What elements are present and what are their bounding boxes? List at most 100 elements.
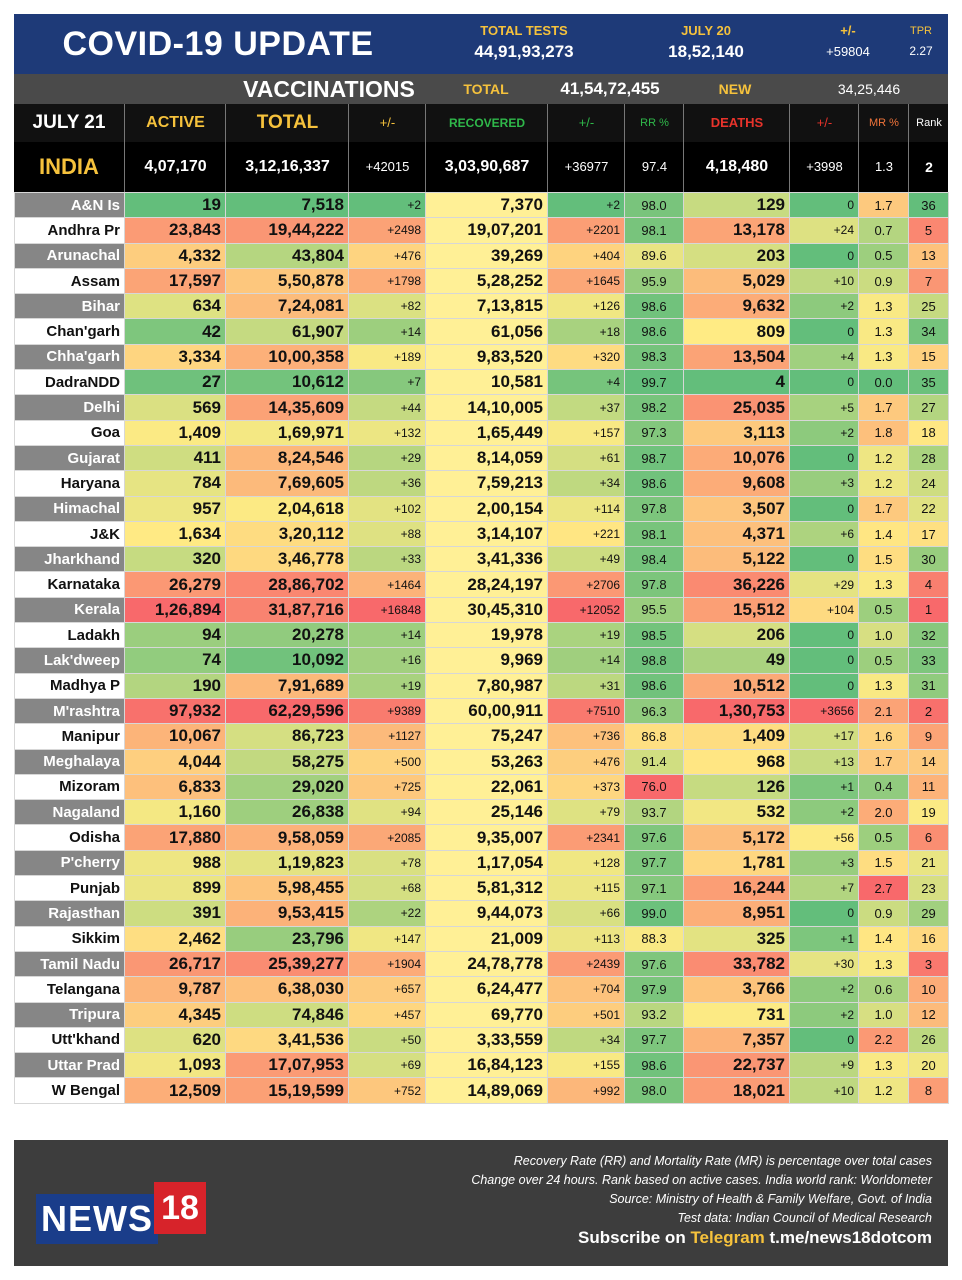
cell-rec: 75,247 [425,723,548,750]
cell-state: Tripura [14,1001,125,1028]
cell-state: Delhi [14,394,125,421]
table-row: Odisha 17,880 9,58,059 +2085 9,35,007 +2341 97… [14,824,949,851]
cell-rank: 5 [908,217,949,244]
cell-dd: +2 [789,799,859,826]
cell-rank: 25 [908,293,949,320]
footer-note: Change over 24 hours. Rank based on acti… [471,1173,932,1187]
cell-rank: 6 [908,824,949,851]
cell-mr: 1.3 [858,571,909,598]
cell-rd: +18 [547,318,625,345]
footer-note: Recovery Rate (RR) and Mortality Rate (M… [513,1154,932,1168]
cell-total: 58,275 [225,748,349,775]
cell-td: +78 [348,849,426,877]
india-rr: 97.4 [624,142,684,192]
cell-rec: 1,65,449 [425,419,548,446]
cell-rr: 98.1 [624,217,684,244]
cell-deaths: 7,357 [683,1026,790,1054]
cell-total: 62,29,596 [225,697,349,725]
cell-deaths: 325 [683,925,790,952]
cell-rr: 91.4 [624,748,684,775]
cell-deaths: 731 [683,1001,790,1028]
cell-total: 9,58,059 [225,824,349,851]
cell-active: 1,634 [124,520,226,548]
cell-rec: 9,35,007 [425,824,548,851]
cell-deaths: 25,035 [683,394,790,421]
cell-state: Utt'khand [14,1026,125,1054]
cell-total: 7,69,605 [225,470,349,497]
cell-rd: +373 [547,773,625,801]
cell-dd: +7 [789,875,859,902]
table-row: Haryana 784 7,69,605 +36 7,59,213 +34 98.6 9,60… [14,470,949,497]
cell-mr: 0.6 [858,976,909,1003]
cell-total: 15,19,599 [225,1077,349,1104]
cell-td: +33 [348,546,426,573]
cell-mr: 1.3 [858,318,909,345]
cell-rank: 24 [908,470,949,497]
cell-rd: +37 [547,394,625,421]
cell-dd: 0 [789,242,859,269]
cell-active: 411 [124,444,226,472]
cell-rec: 39,269 [425,242,548,269]
cell-rd: +2439 [547,950,625,978]
cell-active: 12,509 [124,1077,226,1104]
cell-state: Tamil Nadu [14,950,125,978]
cell-dd: +13 [789,748,859,775]
cell-rr: 98.6 [624,293,684,320]
cell-state: Madhya P [14,672,125,699]
cell-state: Mizoram [14,773,125,801]
cell-dd: +3656 [789,697,859,725]
cell-deaths: 203 [683,242,790,269]
cell-rank: 7 [908,267,949,295]
cell-mr: 1.6 [858,723,909,750]
cell-total: 8,24,546 [225,444,349,472]
cell-dd: +2 [789,1001,859,1028]
cell-rr: 97.9 [624,976,684,1003]
cell-rd: +34 [547,1026,625,1054]
vacc-total-value: 41,54,72,455 [560,79,660,98]
cell-rec: 60,00,911 [425,697,548,725]
cell-rec: 30,45,310 [425,596,548,624]
cell-active: 17,597 [124,267,226,295]
cell-mr: 0.7 [858,217,909,244]
cell-state: Goa [14,419,125,446]
cell-state: Karnataka [14,571,125,598]
cell-rd: +66 [547,900,625,927]
cell-deaths: 13,178 [683,217,790,244]
table-row: Tripura 4,345 74,846 +457 69,770 +501 93.2 731 +… [14,1001,949,1028]
table-row: Arunachal 4,332 43,804 +476 39,269 +404 89.6 20… [14,242,949,269]
cell-total: 23,796 [225,925,349,952]
table-row: Meghalaya 4,044 58,275 +500 53,263 +476 91.4 96… [14,748,949,775]
cell-dd: +2 [789,419,859,446]
telegram-link[interactable]: t.me/news18dotcom [769,1228,933,1247]
cell-rank: 19 [908,799,949,826]
cell-td: +19 [348,672,426,699]
cell-rd: +7510 [547,697,625,725]
cell-active: 9,787 [124,976,226,1003]
cell-active: 634 [124,293,226,320]
cell-active: 10,067 [124,723,226,750]
cell-active: 4,332 [124,242,226,269]
cell-dd: 0 [789,622,859,649]
cell-active: 6,833 [124,773,226,801]
cell-mr: 1.5 [858,849,909,877]
cell-mr: 1.7 [858,748,909,775]
cell-dd: +10 [789,267,859,295]
cell-deaths: 15,512 [683,596,790,624]
cell-rank: 16 [908,925,949,952]
cell-active: 3,334 [124,343,226,371]
cell-deaths: 4,371 [683,520,790,548]
cell-td: +147 [348,925,426,952]
cell-state: Haryana [14,470,125,497]
cell-state: Telangana [14,976,125,1003]
table-row: Tamil Nadu 26,717 25,39,277 +1904 24,78,778 +… [14,950,949,978]
cell-active: 957 [124,495,226,522]
cell-total: 5,50,878 [225,267,349,295]
cell-total: 29,020 [225,773,349,801]
cell-mr: 1.2 [858,1077,909,1104]
cell-td: +14 [348,318,426,345]
cell-rd: +19 [547,622,625,649]
col-rec-delta: +/- [547,104,625,142]
cell-rd: +4 [547,369,625,396]
cell-mr: 2.2 [858,1026,909,1054]
cell-active: 97,932 [124,697,226,725]
